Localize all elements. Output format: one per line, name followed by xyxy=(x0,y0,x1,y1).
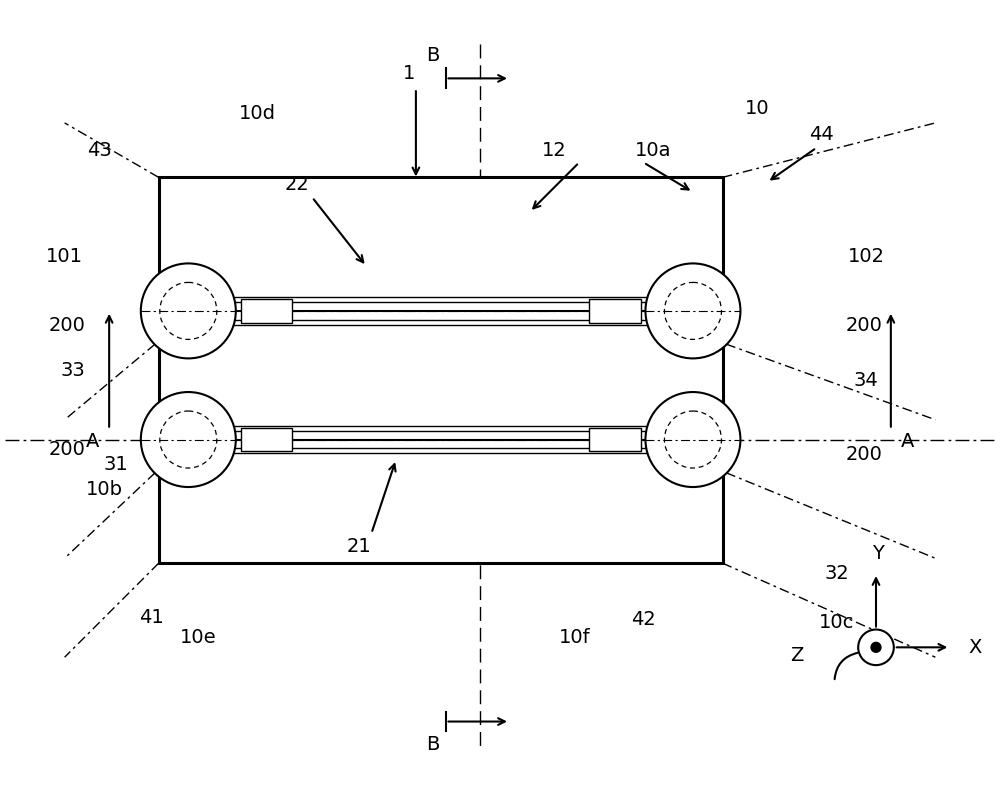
Circle shape xyxy=(141,392,236,487)
Circle shape xyxy=(141,264,236,359)
Text: 31: 31 xyxy=(104,455,128,474)
Text: A: A xyxy=(901,432,914,451)
Bar xyxy=(159,177,723,563)
Text: 44: 44 xyxy=(809,125,834,144)
Text: 34: 34 xyxy=(854,371,878,390)
Text: 102: 102 xyxy=(848,247,885,266)
Text: B: B xyxy=(426,735,439,754)
Text: Y: Y xyxy=(872,544,884,563)
Bar xyxy=(589,299,641,323)
Text: 10f: 10f xyxy=(558,628,590,647)
Bar xyxy=(241,299,292,323)
Text: B: B xyxy=(426,46,439,65)
Text: 10a: 10a xyxy=(635,141,672,160)
Text: 10b: 10b xyxy=(86,479,123,498)
Text: 12: 12 xyxy=(542,141,567,160)
Text: 1: 1 xyxy=(403,64,415,83)
Circle shape xyxy=(645,264,740,359)
Text: Z: Z xyxy=(790,645,804,664)
Text: 101: 101 xyxy=(46,247,83,266)
Bar xyxy=(241,428,292,451)
Text: 200: 200 xyxy=(846,445,883,464)
Circle shape xyxy=(871,642,881,653)
Bar xyxy=(589,428,641,451)
Bar xyxy=(159,297,723,325)
Text: 21: 21 xyxy=(347,537,372,556)
Text: 43: 43 xyxy=(87,141,112,160)
Circle shape xyxy=(858,630,894,665)
Text: 200: 200 xyxy=(48,440,85,459)
Text: 10c: 10c xyxy=(819,613,854,632)
Text: 10: 10 xyxy=(745,98,770,117)
Text: 41: 41 xyxy=(139,608,164,627)
Circle shape xyxy=(645,392,740,487)
Text: 22: 22 xyxy=(285,175,310,194)
Text: X: X xyxy=(968,638,982,657)
Text: 32: 32 xyxy=(824,564,849,583)
Text: A: A xyxy=(86,432,99,451)
Bar xyxy=(159,425,723,453)
Text: 200: 200 xyxy=(846,316,883,335)
Text: 200: 200 xyxy=(48,316,85,335)
Text: 33: 33 xyxy=(60,361,85,380)
Text: 10e: 10e xyxy=(180,628,217,647)
Text: 10d: 10d xyxy=(239,104,276,123)
Text: 42: 42 xyxy=(631,610,656,629)
